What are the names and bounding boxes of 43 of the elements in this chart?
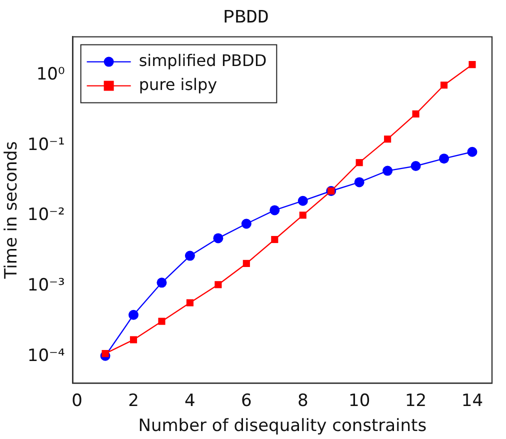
point (382, 166, 393, 176)
y-axis-title: Time in seconds (2, 141, 22, 280)
point (384, 136, 392, 143)
y-tick-label: 10⁰ (36, 64, 65, 84)
legend-label: pure islpy (138, 74, 218, 94)
y-tick-label: 10⁻¹ (27, 134, 65, 155)
x-tick-label: 6 (241, 390, 252, 411)
point (241, 218, 252, 229)
point (412, 110, 420, 118)
chart-title: PBDD (223, 6, 269, 28)
x-tick-label: 10 (348, 390, 370, 411)
point (128, 310, 139, 320)
point (271, 236, 278, 244)
point (439, 154, 450, 164)
y-tick-label: 10⁻² (27, 205, 65, 226)
point (270, 205, 280, 216)
x-tick-label: 12 (404, 390, 427, 411)
x-tick-label: 2 (128, 390, 139, 411)
point (214, 281, 222, 288)
point (468, 61, 476, 68)
point (354, 177, 364, 188)
x-tick-label: 14 (461, 390, 484, 411)
x-axis-title: Number of disequality constraints (138, 416, 427, 436)
point (467, 146, 478, 157)
point (298, 196, 308, 206)
x-tick-label: 4 (184, 390, 196, 411)
point (440, 82, 448, 89)
point (213, 233, 224, 244)
point (102, 350, 109, 358)
point (410, 161, 421, 171)
y-tick-label: 10⁻⁴ (27, 346, 66, 366)
point (184, 250, 195, 261)
point (356, 159, 363, 166)
point (130, 336, 138, 344)
x-tick-label: 0 (72, 390, 82, 411)
point (158, 318, 166, 325)
legend-label: simplified PBDD (138, 50, 267, 70)
point (242, 260, 250, 267)
point (156, 278, 167, 288)
x-tick-label: 8 (297, 390, 308, 411)
y-tick-label: 10⁻³ (27, 276, 65, 296)
point (299, 212, 306, 219)
point (186, 299, 194, 306)
